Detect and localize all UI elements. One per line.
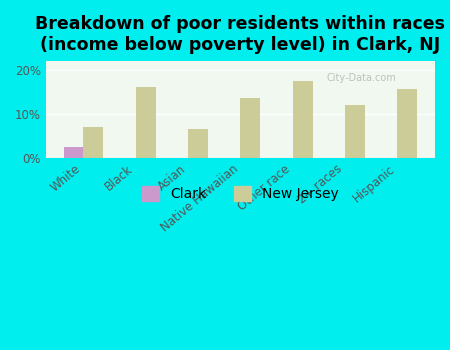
Legend: Clark, New Jersey: Clark, New Jersey [137, 181, 344, 207]
Bar [293, 81, 313, 158]
Bar [397, 90, 417, 158]
Title: Breakdown of poor residents within races
(income below poverty level) in Clark, : Breakdown of poor residents within races… [36, 15, 446, 54]
Text: City-Data.com: City-Data.com [326, 72, 396, 83]
Bar [188, 129, 208, 158]
Bar [63, 147, 83, 158]
Bar [83, 127, 104, 158]
Bar [136, 87, 156, 158]
Bar [345, 105, 365, 158]
Bar [240, 98, 260, 158]
